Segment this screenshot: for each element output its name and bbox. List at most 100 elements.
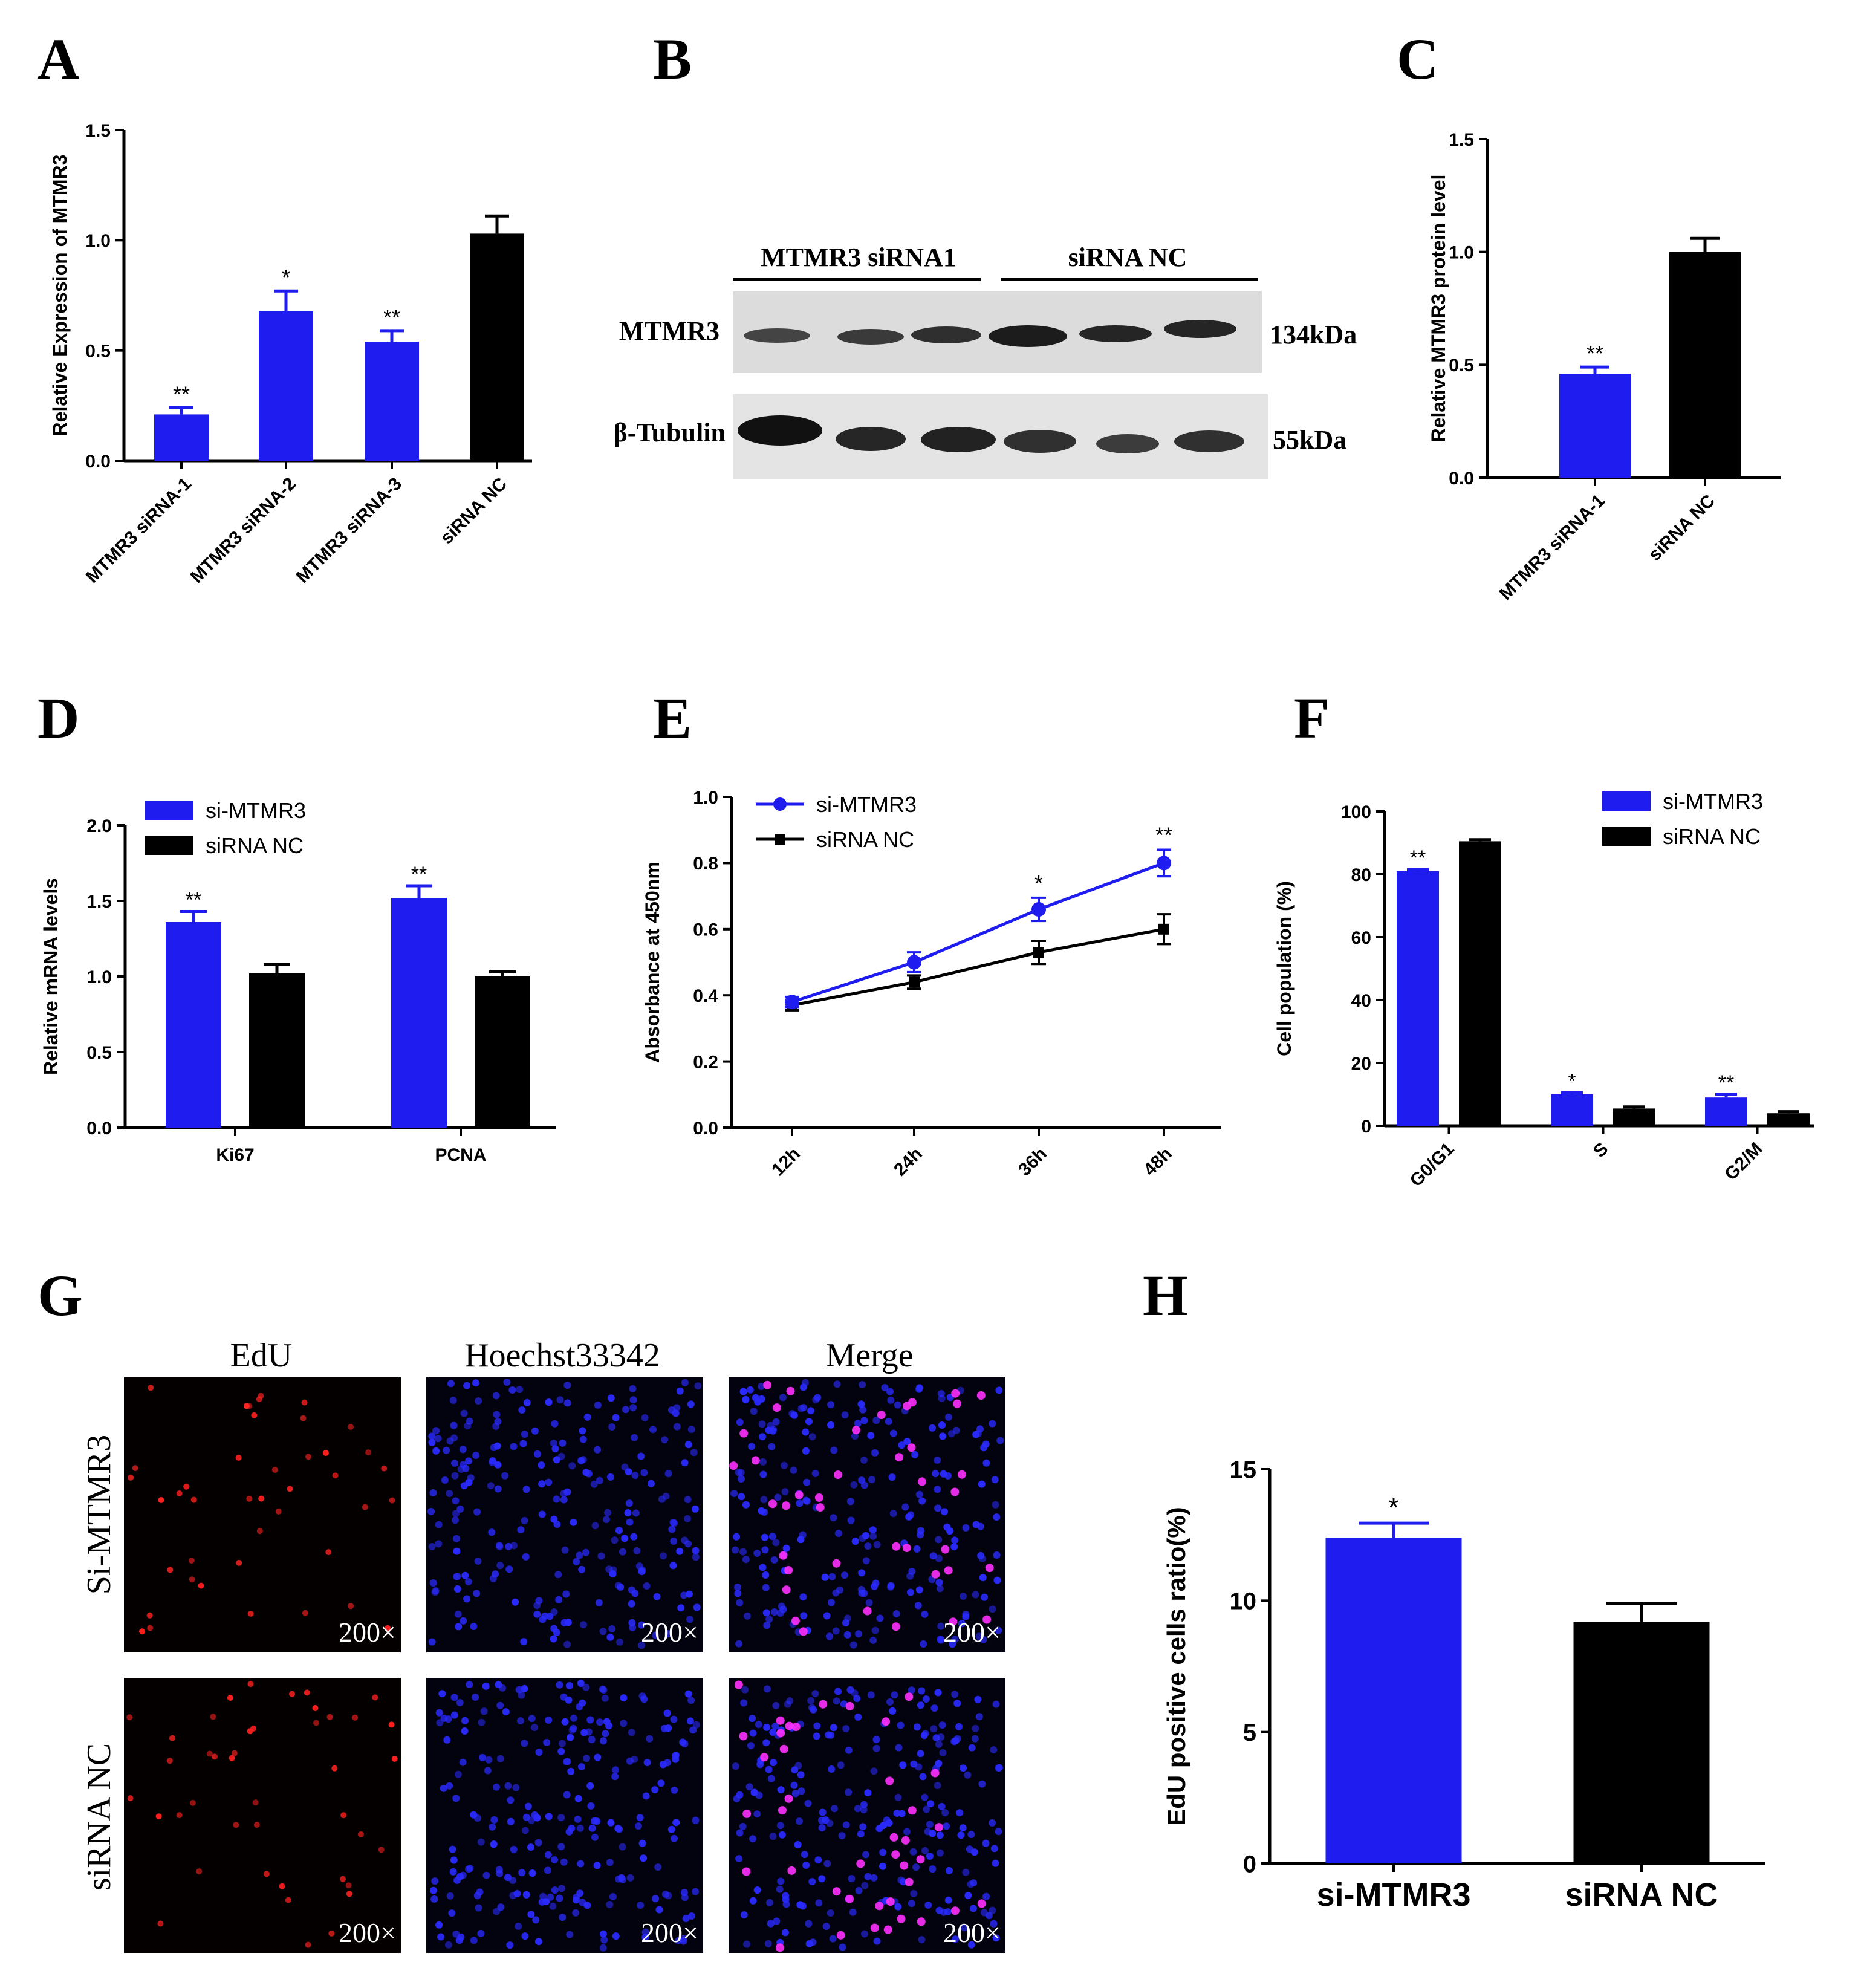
cell-nucleus — [944, 1908, 952, 1916]
cell-nucleus — [632, 1509, 640, 1517]
cell-nucleus — [435, 1709, 443, 1717]
cell-nucleus — [753, 1550, 761, 1557]
cell-nucleus — [972, 1591, 979, 1599]
cell-nucleus — [982, 1892, 990, 1900]
cell-nucleus — [594, 1401, 602, 1409]
cell-nucleus — [127, 1795, 134, 1802]
legend-swatch — [1602, 827, 1651, 846]
micro-col-label-edu: EdU — [230, 1337, 293, 1374]
cell-nucleus — [381, 1465, 388, 1472]
panel-letter-c: C — [1397, 27, 1438, 91]
cell-nucleus — [551, 1445, 559, 1453]
cell-nucleus — [487, 1482, 495, 1490]
cell-nucleus — [477, 1838, 485, 1846]
cell-nucleus — [583, 1413, 591, 1421]
cell-nucleus — [909, 1848, 917, 1856]
cell-nucleus — [907, 1443, 916, 1452]
cell-nucleus — [604, 1509, 612, 1516]
cell-nucleus — [767, 1775, 775, 1782]
cell-nucleus — [580, 1621, 587, 1629]
cell-nucleus — [934, 1504, 941, 1512]
cell-nucleus — [834, 1470, 842, 1480]
panel-letter-b: B — [653, 27, 692, 91]
cell-nucleus — [128, 1474, 134, 1481]
cell-nucleus — [836, 1586, 843, 1594]
x-tick-label: G2/M — [1721, 1139, 1766, 1184]
cell-nucleus — [247, 1610, 254, 1617]
cell-nucleus — [435, 1921, 443, 1929]
cell-nucleus — [908, 1398, 917, 1407]
cell-nucleus — [915, 1763, 923, 1771]
cell-nucleus — [753, 1886, 761, 1894]
cell-nucleus — [819, 1700, 828, 1709]
blot-group-label-nc: siRNA NC — [1068, 242, 1187, 272]
cell-nucleus — [742, 1501, 750, 1509]
cell-nucleus — [196, 1868, 203, 1875]
cell-nucleus — [684, 1496, 692, 1504]
cell-nucleus — [452, 1497, 460, 1505]
cell-nucleus — [358, 1831, 364, 1837]
cell-nucleus — [992, 1501, 999, 1509]
cell-nucleus — [897, 1876, 905, 1884]
cell-nucleus — [176, 1490, 183, 1496]
cell-nucleus — [325, 1549, 332, 1556]
cell-nucleus — [450, 1856, 458, 1864]
cell-nucleus — [821, 1573, 829, 1581]
cell-nucleus — [593, 1862, 601, 1869]
cell-nucleus — [440, 1784, 447, 1792]
cell-nucleus — [768, 1499, 777, 1509]
cell-nucleus — [567, 1733, 574, 1741]
cell-nucleus — [523, 1398, 531, 1406]
cell-nucleus — [596, 1718, 603, 1726]
cell-nucleus — [768, 1533, 776, 1541]
cell-nucleus — [550, 1608, 558, 1616]
cell-nucleus — [466, 1417, 473, 1425]
cell-nucleus — [926, 1821, 934, 1828]
cell-nucleus — [271, 1467, 278, 1473]
cell-nucleus — [934, 1782, 941, 1790]
cell-nucleus — [603, 1516, 610, 1524]
cell-nucleus — [886, 1388, 894, 1395]
cell-nucleus — [765, 1616, 773, 1623]
cell-nucleus — [626, 1518, 634, 1526]
cell-nucleus — [473, 1892, 481, 1900]
magnification-label: 200× — [339, 1617, 396, 1648]
cell-nucleus — [671, 1786, 678, 1794]
cell-nucleus — [739, 1548, 747, 1556]
cell-nucleus — [761, 1533, 768, 1541]
cell-nucleus — [570, 1714, 577, 1722]
y-tick-label: 20 — [1351, 1054, 1371, 1074]
cell-nucleus — [784, 1794, 793, 1803]
cell-nucleus — [348, 1603, 354, 1610]
cell-nucleus — [762, 1571, 770, 1579]
cell-nucleus — [229, 1755, 235, 1761]
y-tick-label: 80 — [1351, 865, 1371, 885]
cell-nucleus — [960, 1924, 968, 1932]
cell-nucleus — [389, 1497, 395, 1504]
cell-nucleus — [550, 1440, 557, 1447]
cell-nucleus — [210, 1714, 216, 1720]
cell-nucleus — [760, 1496, 768, 1504]
bar — [470, 233, 524, 461]
cell-nucleus — [577, 1860, 585, 1868]
cell-nucleus — [603, 1718, 611, 1726]
cell-nucleus — [982, 1459, 990, 1467]
cell-nucleus — [738, 1475, 745, 1483]
cell-nucleus — [767, 1920, 775, 1928]
cell-nucleus — [799, 1627, 808, 1636]
cell-nucleus — [860, 1417, 868, 1424]
cell-nucleus — [905, 1877, 914, 1886]
chart-f: 0 20 40 60 80 100 Cell population (%) ** G0/G1 * S… — [1273, 789, 1814, 1191]
cell-nucleus — [794, 1840, 802, 1848]
cell-nucleus — [869, 1526, 877, 1534]
cell-nucleus — [763, 1723, 771, 1731]
cell-nucleus — [515, 1922, 522, 1930]
cell-nucleus — [918, 1687, 926, 1695]
cell-nucleus — [944, 1896, 952, 1904]
cell-nucleus — [628, 1619, 636, 1626]
cell-nucleus — [872, 1744, 880, 1752]
cell-nucleus — [799, 1404, 807, 1411]
cell-nucleus — [918, 1497, 926, 1505]
cell-nucleus — [822, 1923, 830, 1930]
cell-nucleus — [869, 1532, 877, 1540]
